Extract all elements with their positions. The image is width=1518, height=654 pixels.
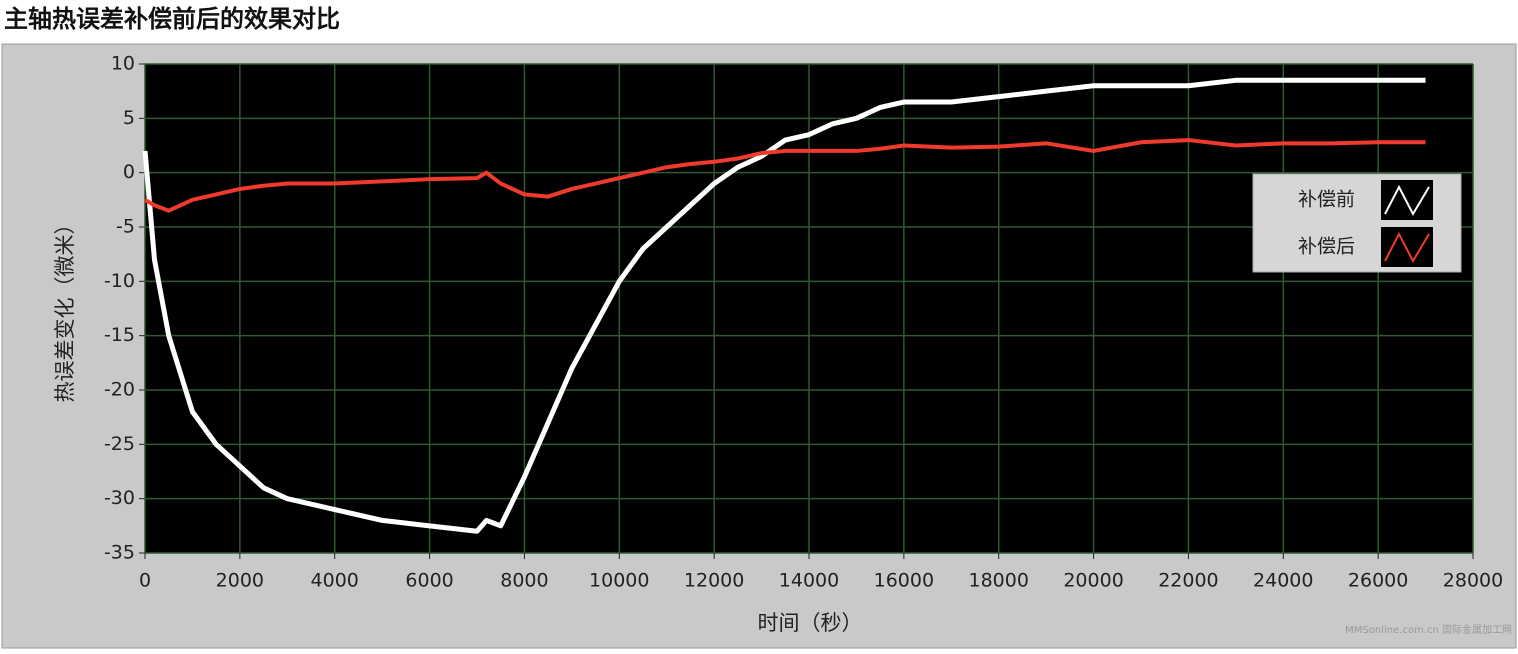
x-tick-label: 18000	[968, 570, 1028, 592]
lines	[142, 77, 1426, 534]
legend-line	[1384, 231, 1430, 264]
legend-label: 补偿后	[1298, 236, 1355, 258]
legend-label: 补偿前	[1298, 189, 1355, 211]
legend-swatch	[1381, 227, 1433, 267]
y-tick-label: -5	[116, 216, 135, 238]
y-tick-label: 10	[111, 53, 135, 75]
y-tick-label: -35	[104, 542, 135, 564]
x-tick-label: 4000	[311, 570, 359, 592]
y-tick-label: 5	[123, 107, 135, 129]
grid: -35 -30 -25 -20 -15 -10 -5 0 5 10 0 2000 4000 6000 800…	[104, 53, 1503, 592]
x-tick-label: 6000	[405, 570, 453, 592]
y-tick-label: -10	[104, 270, 135, 292]
y-tick-label: -25	[104, 433, 135, 455]
chart-title: 主轴热误差补偿前后的效果对比	[4, 5, 340, 33]
x-tick-label: 8000	[500, 570, 548, 592]
y-tick-label: -30	[104, 487, 135, 509]
series-line	[142, 77, 1426, 534]
x-tick-label: 0	[139, 570, 151, 592]
x-tick-label: 12000	[684, 570, 744, 592]
x-tick-label: 26000	[1348, 570, 1408, 592]
legend-swatch	[1381, 180, 1433, 220]
x-tick-label: 28000	[1443, 570, 1503, 592]
x-tick-label: 16000	[874, 570, 934, 592]
y-tick-label: -15	[104, 324, 135, 346]
x-tick-label: 20000	[1063, 570, 1123, 592]
series-line	[144, 138, 1426, 213]
y-tick-label: -20	[104, 379, 135, 401]
x-axis-label: 时间（秒）	[758, 611, 863, 635]
x-tick-label: 10000	[589, 570, 649, 592]
legend-line	[1384, 184, 1430, 217]
watermark: MMSonline.com.cn 国际金属加工网	[1345, 623, 1512, 636]
y-axis-label: 热误差变化（微米）	[53, 214, 77, 403]
y-tick-label: 0	[123, 161, 135, 183]
x-tick-label: 14000	[779, 570, 839, 592]
x-tick-label: 2000	[216, 570, 264, 592]
x-tick-label: 24000	[1253, 570, 1313, 592]
x-tick-label: 22000	[1158, 570, 1218, 592]
